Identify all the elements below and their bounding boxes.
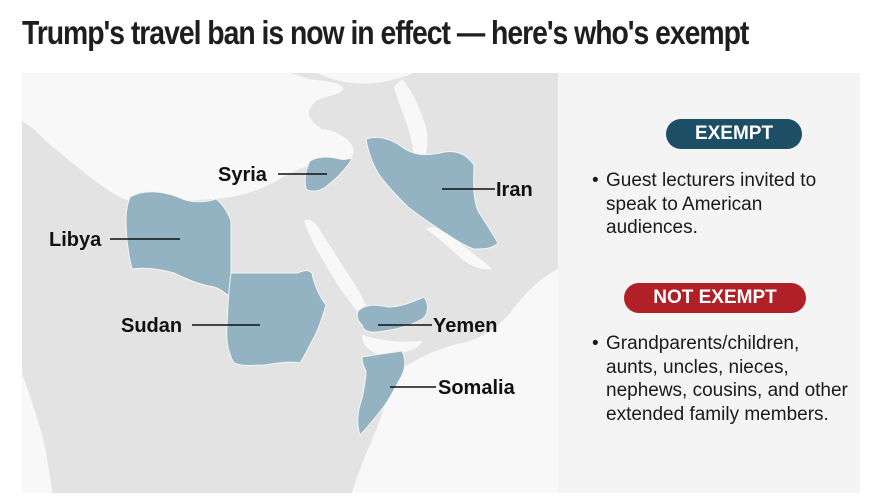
exempt-item-text: Guest lecturers invited to speak to Amer…	[606, 170, 817, 238]
libya-shape	[125, 191, 232, 298]
label-sudan: Sudan	[121, 315, 182, 337]
syria-shape	[304, 156, 353, 192]
label-syria: Syria	[218, 164, 268, 186]
iran-shape	[365, 136, 499, 250]
not-exempt-item-text: Grandparents/children, aunts, uncles, ni…	[606, 333, 848, 425]
bullet-dot: •	[592, 333, 599, 354]
label-yemen: Yemen	[433, 315, 497, 337]
sudan-shape	[226, 270, 327, 366]
yemen-shape	[356, 296, 429, 333]
infographic-panel: Syria Iran Libya Sudan Yemen Somalia EXE…	[22, 73, 860, 493]
region-map: Syria Iran Libya Sudan Yemen Somalia	[22, 73, 558, 493]
somalia-shape	[357, 350, 406, 436]
not-exempt-badge: NOT EXEMPT	[624, 283, 806, 313]
label-libya: Libya	[49, 229, 102, 251]
exempt-item: • Guest lecturers invited to speak to Am…	[592, 169, 852, 240]
label-somalia: Somalia	[438, 377, 516, 399]
exemption-sidebar: EXEMPT • Guest lecturers invited to spea…	[558, 73, 860, 493]
page-title: Trump's travel ban is now in effect — he…	[22, 14, 749, 51]
label-iran: Iran	[496, 179, 533, 201]
bullet-dot: •	[592, 170, 599, 191]
not-exempt-item: • Grandparents/children, aunts, uncles, …	[592, 332, 852, 426]
exempt-badge: EXEMPT	[666, 119, 802, 149]
